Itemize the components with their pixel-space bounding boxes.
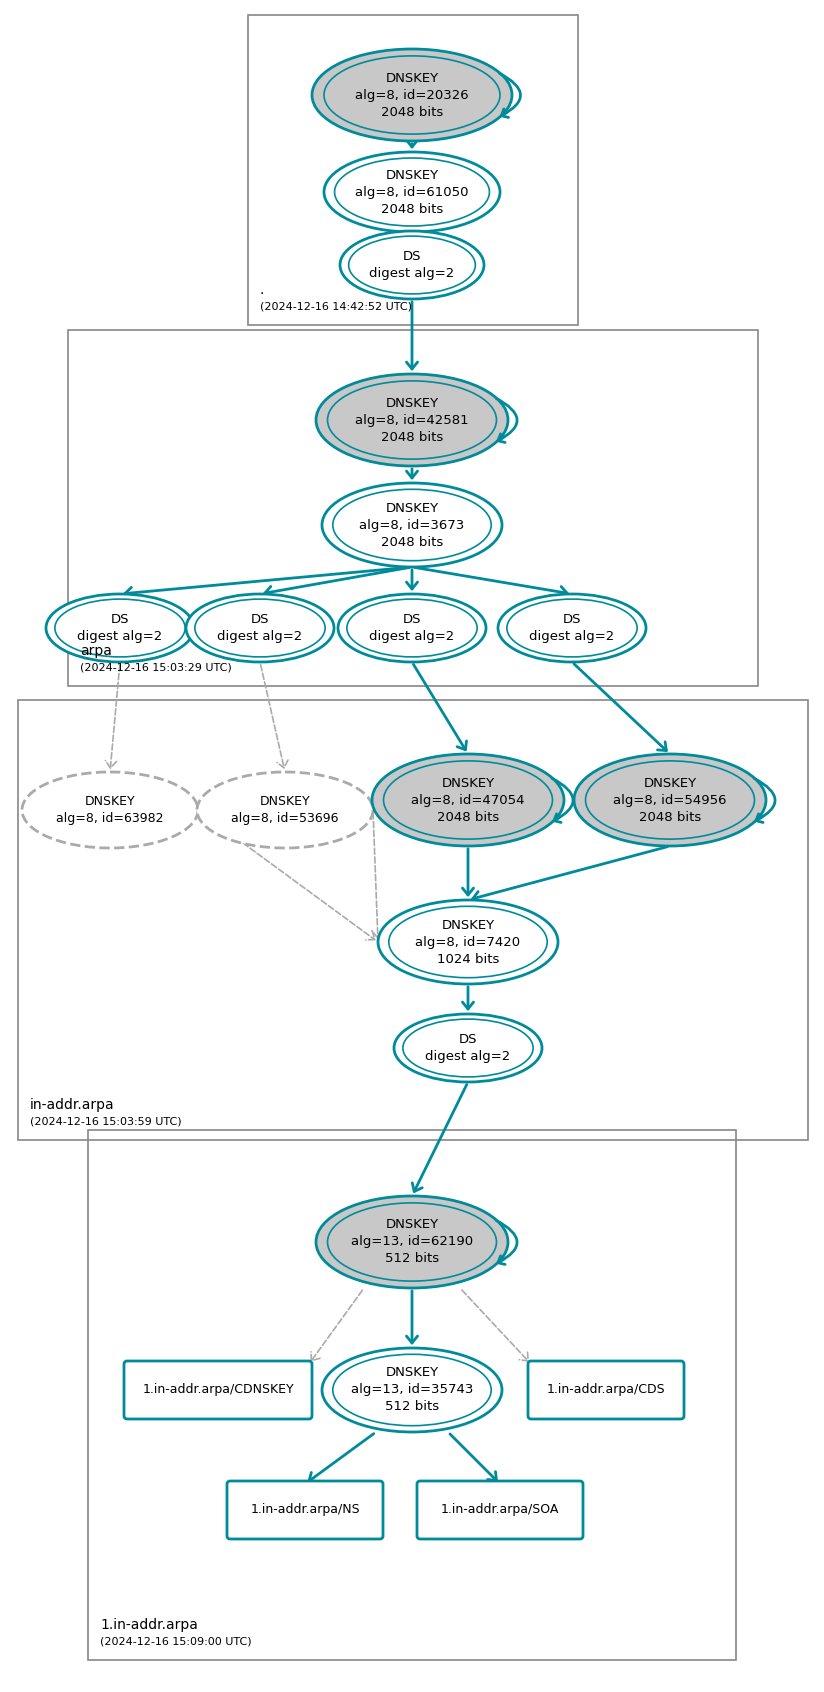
Ellipse shape — [316, 1196, 508, 1288]
Ellipse shape — [312, 49, 512, 140]
Ellipse shape — [378, 900, 558, 985]
Bar — [18, 700, 808, 1140]
Text: DS
digest alg=2: DS digest alg=2 — [218, 613, 302, 643]
Text: in-addr.arpa: in-addr.arpa — [30, 1098, 115, 1112]
FancyBboxPatch shape — [528, 1360, 684, 1420]
Ellipse shape — [22, 772, 198, 848]
Ellipse shape — [46, 594, 194, 662]
Text: DS
digest alg=2: DS digest alg=2 — [77, 613, 162, 643]
Text: arpa: arpa — [80, 645, 112, 658]
Text: DNSKEY
alg=8, id=20326
2048 bits: DNSKEY alg=8, id=20326 2048 bits — [355, 71, 469, 118]
Text: .: . — [260, 283, 265, 298]
Ellipse shape — [324, 152, 500, 232]
Bar — [248, 15, 578, 325]
Ellipse shape — [322, 482, 502, 567]
Ellipse shape — [197, 772, 373, 848]
Text: DS
digest alg=2: DS digest alg=2 — [425, 1034, 511, 1063]
Text: 1.in-addr.arpa/CDNSKEY: 1.in-addr.arpa/CDNSKEY — [143, 1384, 294, 1396]
Text: DNSKEY
alg=13, id=35743
512 bits: DNSKEY alg=13, id=35743 512 bits — [351, 1367, 473, 1413]
Text: (2024-12-16 15:03:59 UTC): (2024-12-16 15:03:59 UTC) — [30, 1117, 181, 1125]
Ellipse shape — [322, 1349, 502, 1431]
Ellipse shape — [338, 594, 486, 662]
Text: DNSKEY
alg=8, id=3673
2048 bits: DNSKEY alg=8, id=3673 2048 bits — [359, 501, 465, 548]
Ellipse shape — [186, 594, 334, 662]
Text: (2024-12-16 15:03:29 UTC): (2024-12-16 15:03:29 UTC) — [80, 662, 232, 672]
Text: (2024-12-16 15:09:00 UTC): (2024-12-16 15:09:00 UTC) — [100, 1636, 251, 1646]
Text: (2024-12-16 14:42:52 UTC): (2024-12-16 14:42:52 UTC) — [260, 301, 412, 311]
Text: DS
digest alg=2: DS digest alg=2 — [529, 613, 615, 643]
Text: DNSKEY
alg=8, id=53696: DNSKEY alg=8, id=53696 — [232, 795, 339, 826]
Text: DNSKEY
alg=8, id=63982: DNSKEY alg=8, id=63982 — [56, 795, 164, 826]
Ellipse shape — [372, 755, 564, 846]
Text: 1.in-addr.arpa/NS: 1.in-addr.arpa/NS — [250, 1504, 360, 1516]
Text: 1.in-addr.arpa: 1.in-addr.arpa — [100, 1618, 198, 1633]
Ellipse shape — [574, 755, 766, 846]
Text: DS
digest alg=2: DS digest alg=2 — [369, 613, 455, 643]
Bar — [68, 330, 758, 685]
Ellipse shape — [340, 232, 484, 299]
Text: DNSKEY
alg=13, id=62190
512 bits: DNSKEY alg=13, id=62190 512 bits — [351, 1218, 473, 1266]
Text: DNSKEY
alg=8, id=47054
2048 bits: DNSKEY alg=8, id=47054 2048 bits — [411, 777, 525, 824]
FancyBboxPatch shape — [124, 1360, 312, 1420]
Text: DS
digest alg=2: DS digest alg=2 — [369, 250, 455, 279]
Ellipse shape — [498, 594, 646, 662]
Text: 1.in-addr.arpa/CDS: 1.in-addr.arpa/CDS — [546, 1384, 665, 1396]
Text: DNSKEY
alg=8, id=7420
1024 bits: DNSKEY alg=8, id=7420 1024 bits — [415, 919, 521, 966]
Text: DNSKEY
alg=8, id=54956
2048 bits: DNSKEY alg=8, id=54956 2048 bits — [613, 777, 727, 824]
Text: 1.in-addr.arpa/SOA: 1.in-addr.arpa/SOA — [441, 1504, 559, 1516]
FancyBboxPatch shape — [227, 1480, 383, 1540]
Ellipse shape — [316, 374, 508, 465]
Text: DNSKEY
alg=8, id=61050
2048 bits: DNSKEY alg=8, id=61050 2048 bits — [355, 169, 469, 215]
FancyBboxPatch shape — [417, 1480, 583, 1540]
Ellipse shape — [394, 1014, 542, 1081]
Bar — [88, 1130, 736, 1660]
Text: DNSKEY
alg=8, id=42581
2048 bits: DNSKEY alg=8, id=42581 2048 bits — [355, 396, 469, 443]
